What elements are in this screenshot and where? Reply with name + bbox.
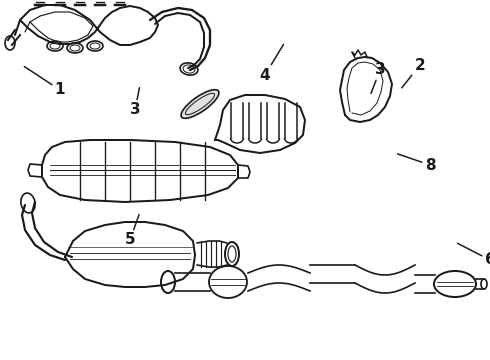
Ellipse shape bbox=[181, 90, 219, 118]
Text: 1: 1 bbox=[24, 67, 65, 98]
Text: 5: 5 bbox=[124, 215, 139, 248]
Text: 3: 3 bbox=[371, 63, 385, 93]
Text: 4: 4 bbox=[260, 44, 284, 82]
Text: 2: 2 bbox=[402, 58, 425, 88]
Text: 8: 8 bbox=[397, 154, 435, 172]
Text: 6: 6 bbox=[458, 243, 490, 267]
Text: 3: 3 bbox=[130, 88, 140, 117]
Text: 7: 7 bbox=[0, 359, 1, 360]
